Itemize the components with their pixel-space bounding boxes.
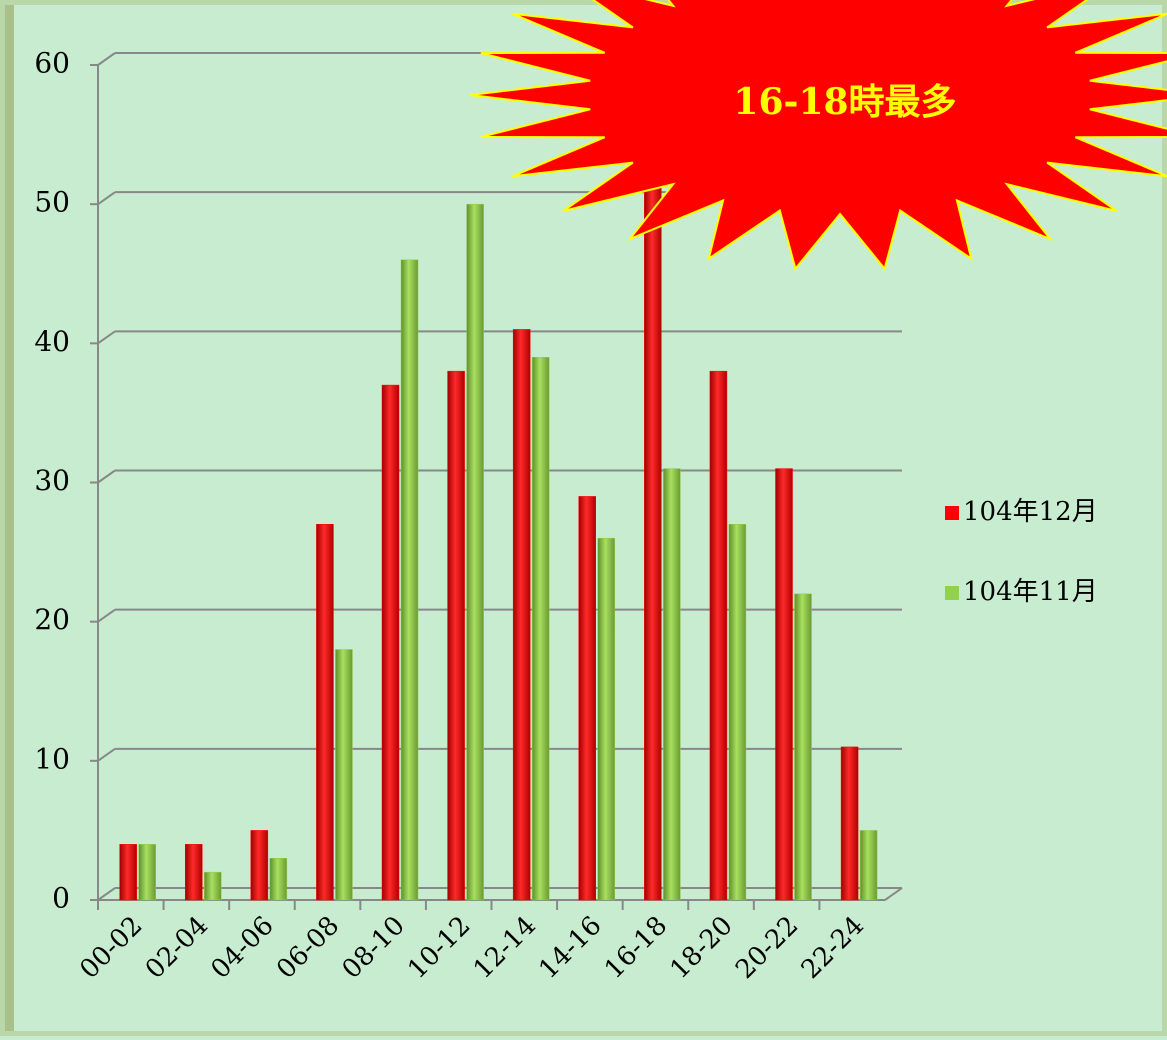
starburst [469,0,1167,271]
x-tick-label: 04-06 [206,911,280,985]
bar [597,537,616,901]
x-tick-label: 22-24 [796,911,870,985]
y-tick-label: 0 [52,882,70,915]
bar [138,844,156,901]
bar [119,844,137,901]
bar [466,203,484,901]
x-tick-label: 20-22 [730,911,804,985]
legend-label: 104年11月 [963,577,1098,607]
bar [204,871,222,901]
bar [269,858,288,901]
bar [728,524,747,901]
y-tick-label: 10 [34,742,70,775]
legend-swatch [945,506,959,520]
bar [512,329,531,901]
grid-line [97,469,116,484]
grid-line [97,52,116,66]
y-tick-label: 20 [34,603,70,636]
y-tick-label: 60 [34,47,70,80]
x-tick-label: 14-16 [533,911,607,985]
bar [775,468,793,901]
bar [663,468,681,901]
bar [335,649,353,901]
x-axis-depth [884,887,903,901]
legend-label: 104年12月 [963,497,1098,527]
x-tick-label: 12-14 [468,911,542,985]
bar [250,830,269,901]
y-tick-label: 30 [34,464,70,497]
x-tick-label: 10-12 [402,911,476,985]
bar [709,370,728,901]
x-tick-label: 00-02 [74,911,148,985]
bar [794,593,812,901]
y-tick-label: 50 [34,186,70,219]
y-tick-label: 40 [34,325,70,358]
bar [185,844,203,901]
bar [447,370,465,901]
bar [381,384,400,901]
x-tick-label: 08-10 [337,911,411,985]
x-tick-label: 06-08 [271,911,345,985]
x-tick-label: 16-18 [599,911,673,985]
legend-swatch [945,586,959,600]
bar [531,357,550,901]
annotation: 16-18時最多 [733,81,956,123]
grid-line [97,887,116,901]
grid-line [97,330,116,345]
grid-line [97,748,116,762]
grid-line [97,191,116,205]
bar [400,259,419,901]
bar [840,746,859,901]
bar [859,830,878,901]
bar [578,496,597,901]
x-tick-label: 02-04 [140,911,214,985]
grid-line [97,608,116,623]
bar [316,524,334,901]
x-tick-label: 18-20 [665,911,739,985]
